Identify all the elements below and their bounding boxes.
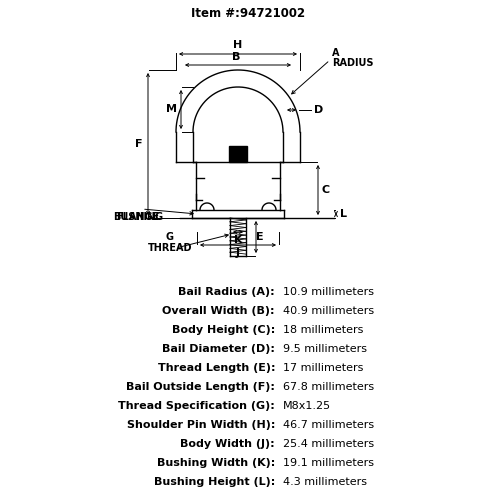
Text: FLANGE: FLANGE (116, 200, 160, 222)
Text: Thread Length (E):: Thread Length (E): (158, 363, 275, 373)
Text: D: D (314, 105, 323, 115)
Text: Bail Radius (A):: Bail Radius (A): (178, 287, 275, 297)
Text: M: M (166, 104, 177, 115)
Text: 9.5 millimeters: 9.5 millimeters (283, 344, 367, 354)
Text: 10.9 millimeters: 10.9 millimeters (283, 287, 374, 297)
Text: J: J (236, 248, 240, 258)
Text: G: G (166, 232, 174, 242)
Text: 46.7 millimeters: 46.7 millimeters (283, 420, 374, 430)
Text: K: K (234, 235, 242, 245)
Text: Body Width (J):: Body Width (J): (180, 439, 275, 449)
Text: B: B (232, 52, 240, 62)
Text: 40.9 millimeters: 40.9 millimeters (283, 306, 374, 316)
Text: E: E (256, 232, 264, 242)
Text: 67.8 millimeters: 67.8 millimeters (283, 382, 374, 392)
Text: BUSHING: BUSHING (113, 212, 163, 222)
Text: 17 millimeters: 17 millimeters (283, 363, 364, 373)
Text: Body Height (C):: Body Height (C): (172, 325, 275, 335)
Text: L: L (340, 209, 347, 219)
Text: 18 millimeters: 18 millimeters (283, 325, 364, 335)
Text: 4.3 millimeters: 4.3 millimeters (283, 477, 367, 487)
Text: F: F (136, 139, 143, 149)
Text: M8x1.25: M8x1.25 (283, 401, 331, 411)
Text: A
RADIUS: A RADIUS (332, 48, 374, 68)
Text: Shoulder Pin Width (H):: Shoulder Pin Width (H): (126, 420, 275, 430)
Text: H: H (234, 40, 242, 50)
Text: Overall Width (B):: Overall Width (B): (162, 306, 275, 316)
Text: Thread Specification (G):: Thread Specification (G): (118, 401, 275, 411)
Text: THREAD: THREAD (148, 243, 192, 253)
Bar (229, 146, 247, 162)
Text: Item #:94721002: Item #:94721002 (191, 7, 305, 20)
Text: 25.4 millimeters: 25.4 millimeters (283, 439, 374, 449)
Text: 19.1 millimeters: 19.1 millimeters (283, 458, 374, 468)
Text: Bushing Height (L):: Bushing Height (L): (154, 477, 275, 487)
Text: Bail Outside Length (F):: Bail Outside Length (F): (126, 382, 275, 392)
Text: C: C (322, 185, 330, 195)
Text: Bail Diameter (D):: Bail Diameter (D): (162, 344, 275, 354)
Text: Bushing Width (K):: Bushing Width (K): (157, 458, 275, 468)
